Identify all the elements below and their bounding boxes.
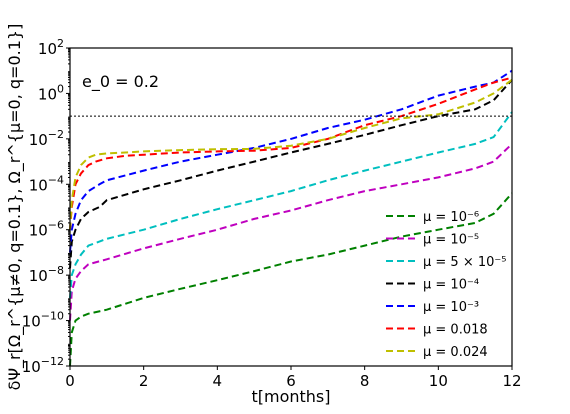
legend-label: μ = 0.018: [423, 323, 488, 338]
series-layer: [69, 69, 513, 367]
series-line-2: [69, 111, 513, 298]
legend-label: μ = 10⁻⁵: [423, 233, 479, 248]
legend-label: μ = 10⁻³: [423, 300, 479, 315]
tick-layer: 0 2 4 6 8 10 12 102 100 10−2 10−4 10−6 10−8 10−10 10−1…: [22, 37, 522, 390]
x-tick-label: 10: [429, 372, 448, 390]
y-tick-label: 10−6: [29, 219, 64, 240]
x-axis-label: t[months]: [251, 387, 330, 406]
series-line-1: [69, 143, 513, 321]
x-tick-label: 8: [360, 372, 370, 390]
series-line-5: [69, 76, 513, 230]
y-axis-label: δΨ_r[Ω_r^{μ≠0, q=0.1}, Ω_r^{μ=0, q=0.1}]: [5, 24, 25, 391]
series-line-6: [69, 78, 513, 230]
legend-label: μ = 10⁻⁶: [423, 210, 479, 225]
e0-annotation: e_0 = 0.2: [82, 72, 159, 92]
y-tick-label: 10−8: [29, 264, 64, 285]
y-tick-label: 10−12: [22, 355, 64, 376]
legend: μ = 10⁻⁶ μ = 10⁻⁵ μ = 5 × 10⁻⁵ μ = 10⁻⁴ μ = …: [386, 210, 506, 360]
y-tick-label: 100: [38, 82, 64, 103]
y-tick-label: 10−4: [29, 173, 64, 194]
y-tick-label: 102: [38, 37, 64, 58]
y-tick-label: 10−10: [22, 310, 64, 331]
legend-label: μ = 5 × 10⁻⁵: [423, 255, 506, 270]
series-line-0: [69, 192, 513, 367]
y-tick-label: 10−2: [29, 128, 64, 149]
plot-frame: [69, 47, 513, 367]
series-line-3: [69, 79, 513, 269]
x-tick-label: 0: [65, 372, 75, 390]
legend-label: μ = 0.024: [423, 345, 488, 360]
x-tick-label: 2: [139, 372, 149, 390]
legend-label: μ = 10⁻⁴: [423, 278, 479, 293]
x-tick-label: 12: [502, 372, 521, 390]
series-line-4: [69, 69, 513, 253]
x-tick-label: 4: [213, 372, 223, 390]
x-tick-label: 6: [286, 372, 296, 390]
